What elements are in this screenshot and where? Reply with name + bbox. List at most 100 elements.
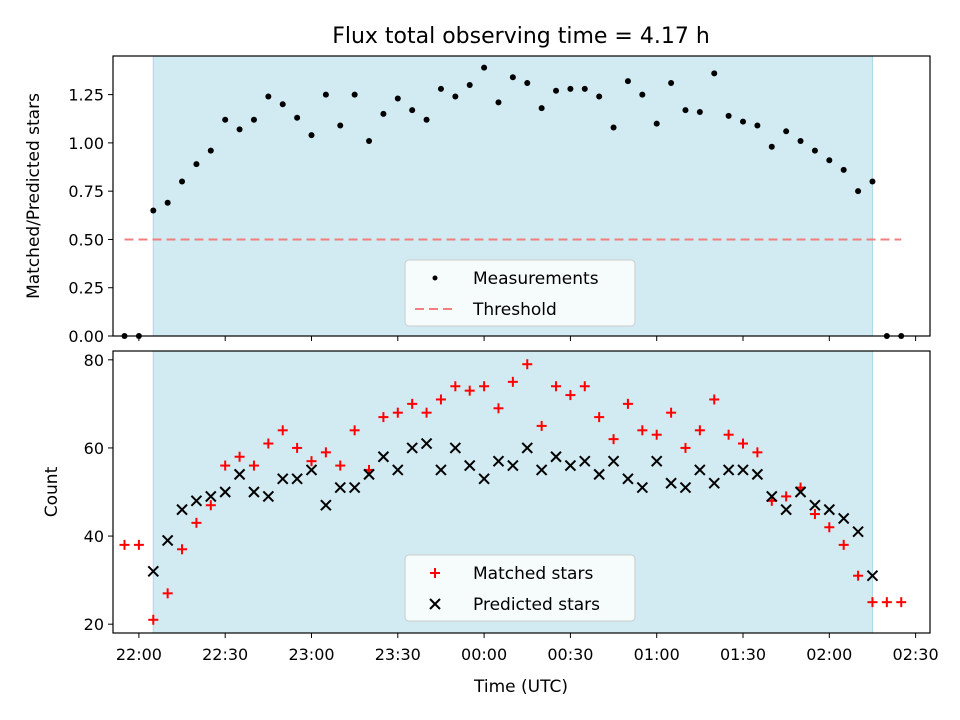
measurement-point (754, 122, 761, 129)
predicted-star-point (406, 442, 418, 454)
predicted-star-point (622, 473, 634, 485)
y-axis-label-ratio: Matched/Predicted stars (24, 93, 44, 299)
predicted-star-point (766, 490, 778, 503)
legend-box (404, 259, 636, 327)
x-tick-label: 02:00 (806, 645, 852, 664)
predicted-star-point (435, 464, 447, 476)
predicted-star-point (161, 534, 174, 547)
matched-star-point (594, 412, 605, 423)
matched-star-point (824, 522, 835, 533)
measurement-point (855, 188, 862, 195)
measurement-point (193, 161, 200, 168)
y-tick-label: 0.50 (68, 230, 104, 249)
matched-star-point (853, 570, 864, 581)
predicted-star-point (176, 503, 188, 516)
measurement-point (236, 126, 243, 133)
predicted-star-point (852, 525, 864, 538)
predicted-star-point (780, 503, 792, 516)
predicted-star-point (478, 473, 490, 485)
measurement-point (452, 93, 459, 100)
measurement-point (711, 70, 718, 77)
measurement-point (495, 99, 502, 106)
matched-star-point (263, 438, 274, 449)
predicted-star-point (579, 455, 591, 467)
y-tick-label: 1.25 (68, 86, 104, 105)
predicted-star-point (420, 437, 433, 450)
predicted-star-point (507, 459, 519, 472)
predicted-star-point (694, 464, 706, 476)
matched-star-point (277, 425, 288, 436)
matched-star-point (234, 451, 245, 462)
predicted-star-point (320, 499, 332, 511)
matched-star-point (205, 500, 216, 511)
predicted-star-point (809, 499, 821, 511)
predicted-star-point (147, 565, 159, 578)
matched-star-point (752, 447, 763, 458)
measurement-point (869, 178, 876, 185)
matched-star-point (551, 381, 562, 392)
predicted-star-point (219, 486, 231, 498)
x-tick-label: 02:30 (893, 645, 939, 664)
predicted-star-point (651, 455, 663, 467)
x-tick-label: 01:00 (634, 645, 680, 664)
matched-star-point (694, 425, 705, 436)
measurement-point (596, 93, 603, 100)
y-tick-label: 80 (84, 351, 104, 370)
measurement-point (481, 64, 488, 71)
measurement-point (179, 178, 186, 185)
legend-label: Threshold (472, 300, 557, 320)
predicted-star-point (277, 473, 289, 485)
matched-star-point (177, 544, 188, 555)
matched-star-point (148, 614, 159, 625)
matched-star-point (220, 460, 231, 471)
matched-star-point (622, 398, 633, 409)
matched-star-point (651, 429, 662, 440)
measurement-point (624, 78, 631, 85)
matched-star-point (320, 447, 331, 458)
legend-label: Matched stars (473, 564, 593, 584)
ratio-panel: 0.00 0.25 0.50 0.75 1.00 1.25 Measurements Thre… (68, 55, 931, 346)
measurement-point (351, 91, 358, 98)
measurement-point (610, 124, 617, 131)
matched-star-point (306, 456, 317, 467)
y-tick-label: 60 (84, 439, 104, 458)
x-tick-label: 23:00 (288, 645, 334, 664)
predicted-star-point (564, 459, 577, 472)
measurement-point (826, 157, 833, 164)
legend-marker-predicted (429, 598, 441, 610)
predicted-star-point (348, 481, 361, 494)
predicted-star-point (607, 455, 620, 467)
y-tick-label: 0.75 (68, 182, 104, 201)
matched-star-point (680, 442, 691, 453)
matched-star-point (579, 381, 590, 392)
measurement-point (337, 122, 344, 129)
measurement-point (437, 85, 444, 92)
matched-star-point (781, 491, 792, 502)
measurement-point (423, 116, 430, 123)
matched-star-point (536, 420, 547, 431)
measurement-point (207, 147, 214, 154)
matched-star-point (838, 539, 849, 550)
legend-box (404, 554, 636, 622)
x-tick-label: 00:00 (461, 645, 507, 664)
measurement-point (725, 112, 732, 119)
matched-star-point (435, 394, 446, 405)
matched-star-point (407, 398, 418, 409)
y-axis-label-count: Count (42, 466, 62, 517)
predicted-star-point (794, 486, 807, 498)
matched-star-point (723, 429, 734, 440)
measurement-point (768, 143, 775, 150)
matched-star-point (335, 460, 346, 471)
measurement-point (222, 116, 229, 123)
y-tick-label: 1.00 (68, 134, 104, 153)
x-tick-label: 00:30 (547, 645, 593, 664)
matched-star-point (479, 381, 490, 392)
predicted-star-point (363, 468, 375, 481)
predicted-star-point (823, 503, 836, 516)
measurement-point (682, 107, 689, 114)
matched-star-point (738, 438, 749, 449)
chart-title: Flux total observing time = 4.17 h (332, 24, 710, 49)
measurement-point (279, 101, 286, 108)
matched-star-point (709, 394, 720, 405)
predicted-star-point (866, 570, 879, 582)
